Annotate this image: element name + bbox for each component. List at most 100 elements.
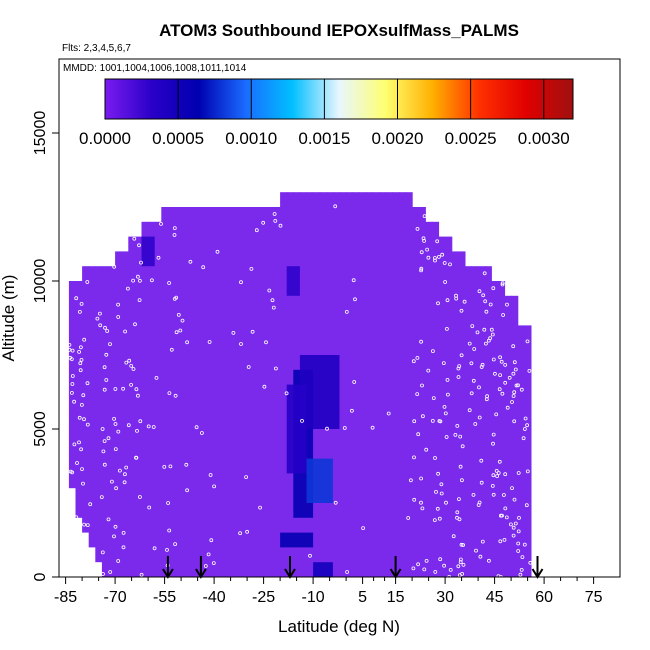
- sample-point: [88, 502, 93, 507]
- heatmap-cell: [445, 236, 453, 577]
- sample-point: [77, 349, 81, 354]
- sample-point: [188, 259, 193, 264]
- sample-point: [525, 339, 530, 344]
- sample-point: [344, 309, 349, 314]
- heatmap-cell: [227, 207, 235, 577]
- sample-point: [512, 360, 517, 365]
- sample-point: [67, 347, 72, 352]
- sample-point: [135, 428, 139, 433]
- sample-point: [445, 298, 450, 303]
- sample-point: [484, 309, 489, 314]
- sample-point: [512, 497, 517, 502]
- sample-point: [77, 415, 82, 420]
- sample-point: [104, 352, 109, 357]
- sample-point: [133, 322, 137, 327]
- sample-point: [116, 559, 121, 563]
- sample-point: [108, 342, 112, 347]
- heatmap-cell: [115, 251, 123, 577]
- sample-point: [135, 274, 140, 279]
- sample-point: [442, 563, 447, 568]
- sample-point: [127, 358, 132, 363]
- sample-point: [525, 469, 530, 474]
- sample-point: [523, 427, 527, 431]
- sample-point: [420, 383, 424, 388]
- sample-point: [454, 296, 459, 301]
- sample-point: [419, 500, 423, 505]
- sample-point: [284, 391, 289, 396]
- x-axis-label: Latitude (deg N): [278, 617, 400, 636]
- sample-point: [139, 572, 144, 577]
- sample-point: [436, 301, 440, 306]
- y-axis-label: Altitude (m): [0, 275, 18, 362]
- sample-point: [386, 411, 391, 416]
- sample-point: [113, 422, 118, 426]
- sample-point: [68, 469, 73, 474]
- sample-point: [231, 330, 236, 335]
- sample-point: [501, 493, 506, 497]
- sample-point: [480, 362, 485, 367]
- sample-point: [412, 497, 417, 502]
- sample-point: [406, 516, 411, 520]
- sample-point: [419, 266, 424, 271]
- sample-point: [443, 411, 448, 416]
- sample-point: [203, 564, 208, 568]
- sample-point: [432, 256, 437, 260]
- sample-point: [78, 368, 83, 373]
- sample-point: [499, 359, 504, 364]
- sample-point: [159, 221, 163, 226]
- sample-point: [165, 548, 169, 552]
- sample-point: [498, 355, 503, 360]
- sample-point: [523, 416, 528, 421]
- sample-point: [78, 309, 82, 314]
- sample-point: [239, 280, 243, 285]
- y-axis: 0 5000 10000 15000: [32, 111, 59, 581]
- sample-point: [437, 516, 442, 521]
- sample-point: [512, 419, 517, 424]
- sample-point: [82, 522, 86, 527]
- y-tick-label: 15000: [32, 111, 49, 156]
- sample-point: [70, 382, 75, 386]
- sample-point: [479, 480, 484, 485]
- sample-point: [345, 570, 350, 574]
- heatmap-cell: [233, 207, 242, 577]
- sample-point: [79, 345, 83, 350]
- sample-point: [519, 387, 524, 392]
- sample-point: [408, 478, 413, 483]
- sample-point: [173, 393, 178, 398]
- sample-point: [102, 462, 107, 467]
- sample-point: [333, 500, 338, 505]
- sample-point: [514, 383, 519, 388]
- heatmap-cell: [517, 325, 525, 577]
- sample-point: [172, 233, 177, 237]
- sample-point: [497, 459, 502, 464]
- sample-point: [424, 447, 429, 452]
- sample-point: [333, 204, 338, 209]
- sample-point: [528, 560, 533, 565]
- sample-point: [455, 510, 460, 515]
- sample-point: [121, 531, 126, 535]
- sample-point: [209, 538, 214, 543]
- heatmap-cell: [286, 192, 294, 577]
- sample-point: [137, 495, 142, 499]
- heatmap-cell: [484, 266, 492, 577]
- y-tick-label: 10000: [32, 259, 49, 304]
- sample-point: [455, 423, 460, 428]
- sample-point: [349, 408, 354, 413]
- heatmap-layer: [68, 192, 532, 578]
- sample-point: [489, 327, 494, 332]
- heatmap-cell: [181, 207, 189, 577]
- x-tick-label: 5: [358, 589, 367, 606]
- colorbar-tick-label: 0.0015: [298, 129, 350, 148]
- sample-point: [438, 557, 443, 562]
- heatmap-cell: [359, 192, 367, 577]
- sample-point: [461, 563, 466, 567]
- heatmap-cell: [478, 266, 486, 577]
- sample-point: [137, 278, 142, 283]
- heatmap-cell: [464, 266, 473, 577]
- heatmap-cell: [95, 266, 103, 563]
- sample-point: [172, 226, 177, 231]
- sample-point: [494, 412, 499, 417]
- heatmap-cell: [280, 192, 288, 577]
- colorbar: 0.0000 0.0005 0.0010 0.0015 0.0020 0.0025 0.00…: [79, 78, 574, 148]
- sample-point: [456, 366, 461, 371]
